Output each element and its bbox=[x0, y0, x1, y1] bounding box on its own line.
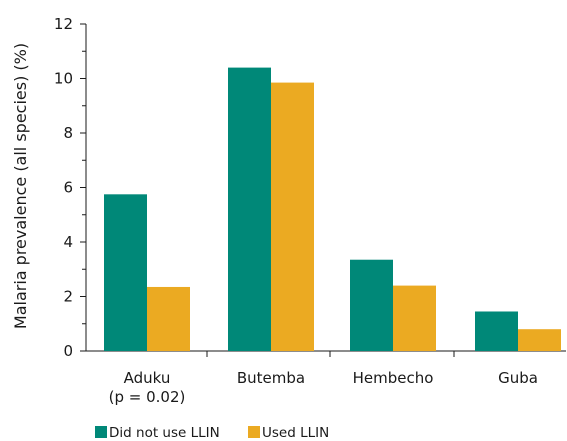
legend-swatch bbox=[95, 426, 107, 438]
x-category-label: (p = 0.02) bbox=[109, 388, 186, 406]
y-tick-label: 8 bbox=[63, 124, 73, 142]
y-axis-label: Malaria prevalence (all species) (%) bbox=[11, 43, 30, 329]
bar bbox=[475, 311, 518, 351]
bar bbox=[104, 194, 147, 351]
legend: Did not use LLIN Used LLIN bbox=[95, 425, 329, 441]
y-tick-label: 12 bbox=[54, 15, 73, 33]
bar bbox=[147, 286, 190, 351]
legend-label: Used LLIN bbox=[262, 425, 329, 441]
y-tick-label: 4 bbox=[63, 233, 73, 251]
x-category-label: Butemba bbox=[237, 369, 305, 387]
x-category-label: Guba bbox=[498, 369, 538, 387]
legend-label: Did not use LLIN bbox=[109, 425, 220, 441]
y-tick-label: 2 bbox=[63, 288, 73, 306]
bar bbox=[393, 285, 436, 351]
category-labels: Aduku(p = 0.02) Butemba Hembecho Guba bbox=[109, 369, 538, 406]
bar bbox=[228, 67, 271, 351]
bars bbox=[104, 67, 561, 352]
y-tick-label: 0 bbox=[63, 342, 73, 360]
legend-swatch bbox=[248, 426, 260, 438]
y-tick-label: 10 bbox=[54, 70, 73, 88]
bar bbox=[350, 259, 393, 351]
bar bbox=[271, 82, 314, 352]
x-category-label: Hembecho bbox=[353, 369, 434, 387]
x-category-label: Aduku bbox=[124, 369, 171, 387]
bar bbox=[518, 329, 561, 351]
y-tick-label: 6 bbox=[63, 179, 73, 197]
